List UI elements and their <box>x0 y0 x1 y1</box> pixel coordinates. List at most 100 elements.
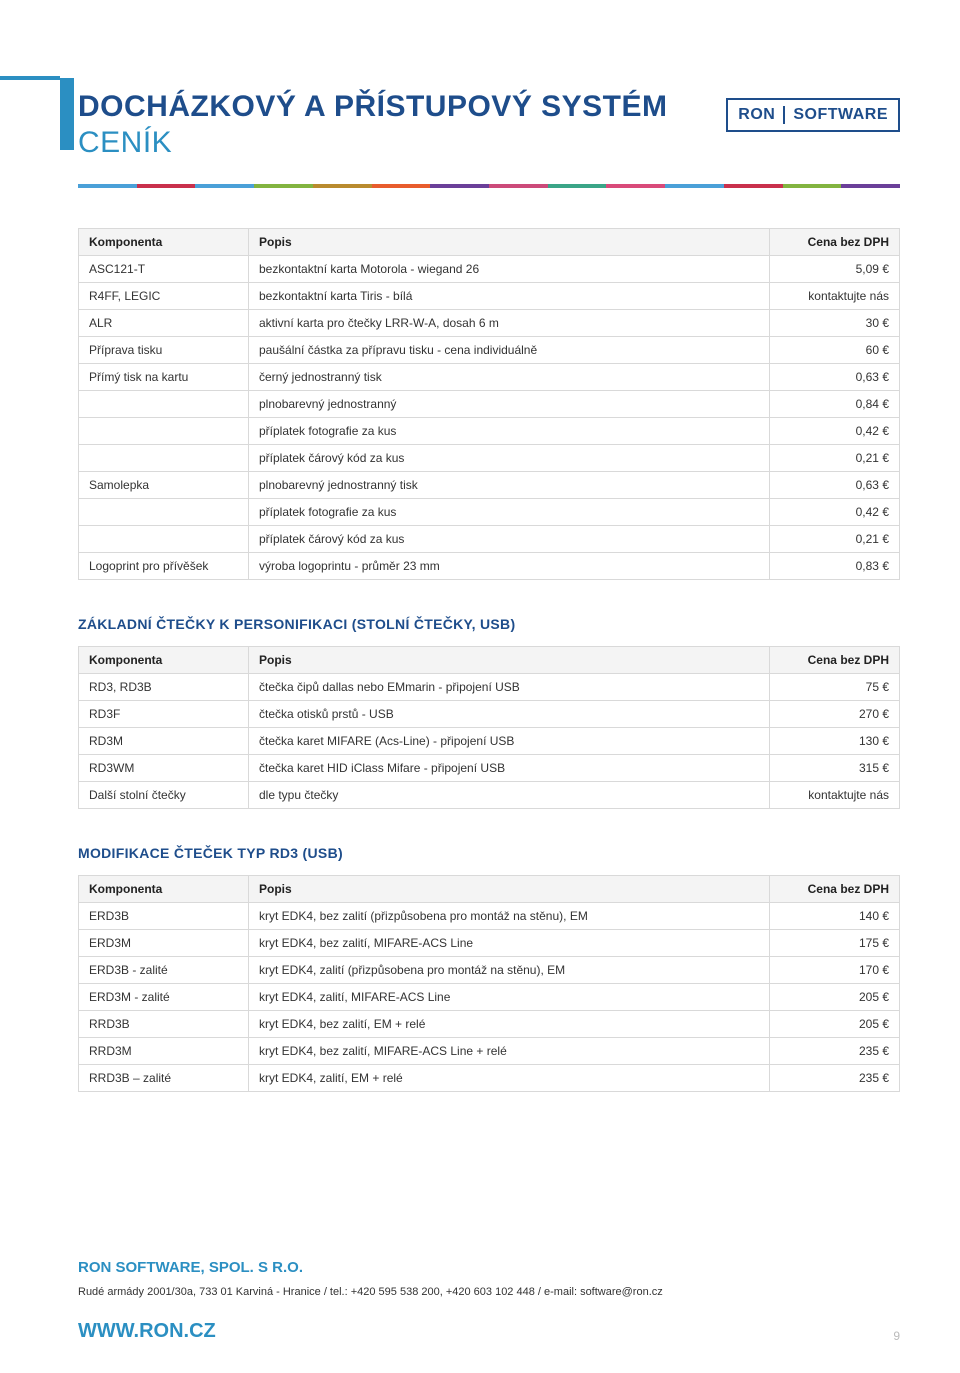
cell-cena: 235 € <box>770 1038 900 1065</box>
color-strip-segment <box>78 184 137 188</box>
color-strip-segment <box>665 184 724 188</box>
cell-cena: kontaktujte nás <box>770 782 900 809</box>
color-strip-segment <box>430 184 489 188</box>
cell-cena: 315 € <box>770 755 900 782</box>
table-row: RRD3Bkryt EDK4, bez zalití, EM + relé205… <box>79 1011 900 1038</box>
table-row: Příprava tiskupaušální částka za příprav… <box>79 337 900 364</box>
section-title-modifications: MODIFIKACE ČTEČEK TYP RD3 (USB) <box>78 845 900 861</box>
cell-cena: 0,63 € <box>770 364 900 391</box>
cell-cena: 175 € <box>770 930 900 957</box>
cell-popis: kryt EDK4, bez zalití, MIFARE-ACS Line <box>249 930 770 957</box>
cell-popis: čtečka karet HID iClass Mifare - připoje… <box>249 755 770 782</box>
color-strip-segment <box>724 184 783 188</box>
table-row: R4FF, LEGICbezkontaktní karta Tiris - bí… <box>79 283 900 310</box>
cell-popis: příplatek fotografie za kus <box>249 418 770 445</box>
cell-popis: plnobarevný jednostranný tisk <box>249 472 770 499</box>
table-row: ASC121-Tbezkontaktní karta Motorola - wi… <box>79 256 900 283</box>
pricing-table-3: Komponenta Popis Cena bez DPH ERD3Bkryt … <box>78 875 900 1092</box>
cell-cena: 0,83 € <box>770 553 900 580</box>
table-row: RRD3B – zalitékryt EDK4, zalití, EM + re… <box>79 1065 900 1092</box>
page: RON SOFTWARE DOCHÁZKOVÝ A PŘÍSTUPOVÝ SYS… <box>0 90 960 1373</box>
footer-url: WWW.RON.CZ <box>78 1320 900 1343</box>
color-strip-segment <box>137 184 196 188</box>
table-row: příplatek čárový kód za kus0,21 € <box>79 526 900 553</box>
table-row: RRD3Mkryt EDK4, bez zalití, MIFARE-ACS L… <box>79 1038 900 1065</box>
cell-komponenta: RD3WM <box>79 755 249 782</box>
cell-komponenta: Příprava tisku <box>79 337 249 364</box>
cell-komponenta: RD3F <box>79 701 249 728</box>
cell-popis: čtečka čipů dallas nebo EMmarin - připoj… <box>249 674 770 701</box>
cell-popis: bezkontaktní karta Motorola - wiegand 26 <box>249 256 770 283</box>
page-subtitle: CENÍK <box>78 126 900 160</box>
cell-komponenta: ALR <box>79 310 249 337</box>
cell-cena: kontaktujte nás <box>770 283 900 310</box>
cell-komponenta: Logoprint pro přívěšek <box>79 553 249 580</box>
color-strip-segment <box>548 184 607 188</box>
cell-popis: čtečka karet MIFARE (Acs-Line) - připoje… <box>249 728 770 755</box>
cell-komponenta: RRD3B – zalité <box>79 1065 249 1092</box>
color-strip-segment <box>313 184 372 188</box>
cell-cena: 235 € <box>770 1065 900 1092</box>
cell-komponenta: RRD3B <box>79 1011 249 1038</box>
table-row: plnobarevný jednostranný0,84 € <box>79 391 900 418</box>
cell-popis: příplatek čárový kód za kus <box>249 445 770 472</box>
col-popis: Popis <box>249 876 770 903</box>
pricing-table-1: Komponenta Popis Cena bez DPH ASC121-Tbe… <box>78 228 900 580</box>
cell-cena: 0,21 € <box>770 445 900 472</box>
cell-komponenta: ERD3B - zalité <box>79 957 249 984</box>
footer: RON SOFTWARE, SPOL. S R.O. Rudé armády 2… <box>78 1259 900 1343</box>
color-strip-segment <box>606 184 665 188</box>
cell-cena: 75 € <box>770 674 900 701</box>
cell-popis: plnobarevný jednostranný <box>249 391 770 418</box>
section-title-readers: ZÁKLADNÍ ČTEČKY K PERSONIFIKACI (STOLNÍ … <box>78 616 900 632</box>
table-row: ERD3Mkryt EDK4, bez zalití, MIFARE-ACS L… <box>79 930 900 957</box>
cell-popis: aktivní karta pro čtečky LRR-W-A, dosah … <box>249 310 770 337</box>
cell-popis: čtečka otisků prstů - USB <box>249 701 770 728</box>
cell-popis: kryt EDK4, bez zalití, MIFARE-ACS Line +… <box>249 1038 770 1065</box>
cell-komponenta: Další stolní čtečky <box>79 782 249 809</box>
table-header-row: Komponenta Popis Cena bez DPH <box>79 647 900 674</box>
footer-company: RON SOFTWARE, SPOL. S R.O. <box>78 1259 900 1276</box>
table-row: Přímý tisk na kartučerný jednostranný ti… <box>79 364 900 391</box>
cell-komponenta: ERD3M - zalité <box>79 984 249 1011</box>
cell-cena: 0,42 € <box>770 499 900 526</box>
pricing-table-2: Komponenta Popis Cena bez DPH RD3, RD3Bč… <box>78 646 900 809</box>
color-strip-segment <box>783 184 842 188</box>
cell-cena: 60 € <box>770 337 900 364</box>
cell-popis: kryt EDK4, zalití, EM + relé <box>249 1065 770 1092</box>
cell-komponenta: ERD3B <box>79 903 249 930</box>
cell-komponenta: ERD3M <box>79 930 249 957</box>
table-row: RD3Mčtečka karet MIFARE (Acs-Line) - při… <box>79 728 900 755</box>
color-strip-segment <box>841 184 900 188</box>
content: Komponenta Popis Cena bez DPH ASC121-Tbe… <box>0 188 960 1092</box>
table-row: příplatek čárový kód za kus0,21 € <box>79 445 900 472</box>
col-popis: Popis <box>249 229 770 256</box>
cell-komponenta <box>79 391 249 418</box>
cell-popis: kryt EDK4, zalití, MIFARE-ACS Line <box>249 984 770 1011</box>
cell-popis: příplatek fotografie za kus <box>249 499 770 526</box>
col-popis: Popis <box>249 647 770 674</box>
cell-komponenta <box>79 526 249 553</box>
cell-cena: 0,84 € <box>770 391 900 418</box>
cell-popis: kryt EDK4, zalití (přizpůsobena pro mont… <box>249 957 770 984</box>
table-row: RD3Fčtečka otisků prstů - USB270 € <box>79 701 900 728</box>
color-strip-segment <box>195 184 254 188</box>
table-row: RD3WMčtečka karet HID iClass Mifare - př… <box>79 755 900 782</box>
cell-popis: černý jednostranný tisk <box>249 364 770 391</box>
cell-cena: 205 € <box>770 1011 900 1038</box>
table-row: ERD3M - zalitékryt EDK4, zalití, MIFARE-… <box>79 984 900 1011</box>
table-row: Logoprint pro přívěšekvýroba logoprintu … <box>79 553 900 580</box>
table-row: příplatek fotografie za kus0,42 € <box>79 418 900 445</box>
footer-address: Rudé armády 2001/30a, 733 01 Karviná - H… <box>78 1286 900 1298</box>
cell-cena: 205 € <box>770 984 900 1011</box>
table-row: příplatek fotografie za kus0,42 € <box>79 499 900 526</box>
cell-cena: 130 € <box>770 728 900 755</box>
table-row: ALRaktivní karta pro čtečky LRR-W-A, dos… <box>79 310 900 337</box>
col-komponenta: Komponenta <box>79 647 249 674</box>
cell-komponenta: R4FF, LEGIC <box>79 283 249 310</box>
table-row: Samolepkaplnobarevný jednostranný tisk0,… <box>79 472 900 499</box>
page-title: DOCHÁZKOVÝ A PŘÍSTUPOVÝ SYSTÉM <box>78 90 900 124</box>
cell-cena: 140 € <box>770 903 900 930</box>
cell-cena: 270 € <box>770 701 900 728</box>
color-strip-segment <box>254 184 313 188</box>
